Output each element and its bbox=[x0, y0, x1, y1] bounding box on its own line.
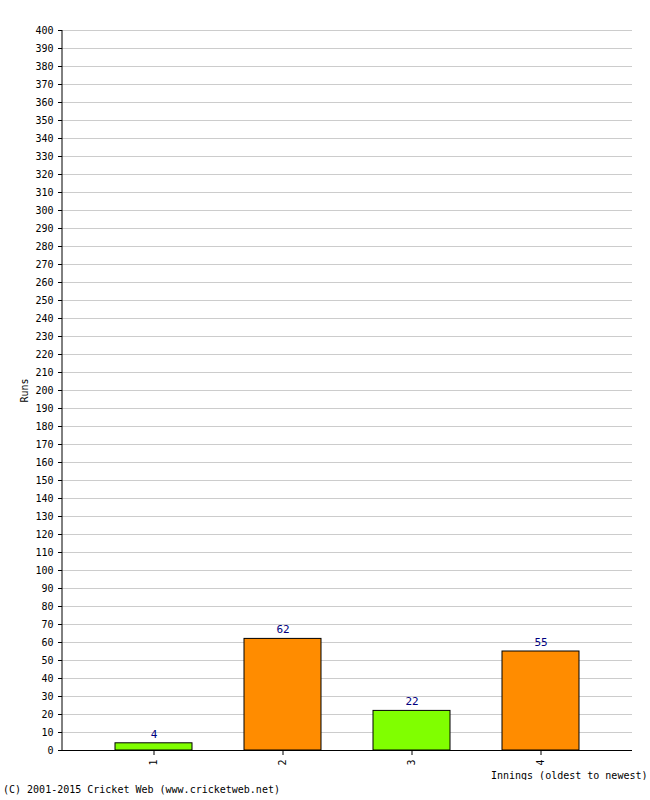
svg-text:310: 310 bbox=[35, 187, 53, 198]
svg-text:230: 230 bbox=[35, 331, 53, 342]
svg-text:90: 90 bbox=[41, 583, 53, 594]
svg-text:4: 4 bbox=[535, 760, 546, 766]
svg-text:220: 220 bbox=[35, 349, 53, 360]
svg-text:110: 110 bbox=[35, 547, 53, 558]
svg-text:60: 60 bbox=[41, 637, 53, 648]
svg-text:330: 330 bbox=[35, 151, 53, 162]
svg-text:100: 100 bbox=[35, 565, 53, 576]
svg-text:62: 62 bbox=[276, 623, 289, 636]
svg-text:10: 10 bbox=[41, 727, 53, 738]
svg-text:80: 80 bbox=[41, 601, 53, 612]
svg-text:4: 4 bbox=[151, 728, 158, 741]
svg-text:55: 55 bbox=[534, 636, 547, 649]
svg-text:180: 180 bbox=[35, 421, 53, 432]
svg-text:Runs: Runs bbox=[19, 378, 30, 402]
svg-text:260: 260 bbox=[35, 277, 53, 288]
svg-text:320: 320 bbox=[35, 169, 53, 180]
svg-text:380: 380 bbox=[35, 61, 53, 72]
svg-text:3: 3 bbox=[406, 760, 417, 766]
svg-text:390: 390 bbox=[35, 43, 53, 54]
svg-text:240: 240 bbox=[35, 313, 53, 324]
svg-text:Innings (oldest to newest): Innings (oldest to newest) bbox=[491, 770, 648, 781]
svg-text:130: 130 bbox=[35, 511, 53, 522]
svg-text:370: 370 bbox=[35, 79, 53, 90]
svg-text:140: 140 bbox=[35, 493, 53, 504]
svg-text:250: 250 bbox=[35, 295, 53, 306]
svg-text:400: 400 bbox=[35, 25, 53, 36]
svg-text:350: 350 bbox=[35, 115, 53, 126]
svg-text:40: 40 bbox=[41, 673, 53, 684]
html-text:(C) 2001-2015 Cricket Web (www: (C) 2001-2015 Cricket Web (www.cricketwe… bbox=[3, 784, 280, 795]
svg-text:1: 1 bbox=[148, 760, 159, 766]
svg-text:300: 300 bbox=[35, 205, 53, 216]
svg-text:270: 270 bbox=[35, 259, 53, 270]
svg-text:22: 22 bbox=[405, 695, 418, 708]
svg-text:210: 210 bbox=[35, 367, 53, 378]
svg-text:360: 360 bbox=[35, 97, 53, 108]
svg-text:20: 20 bbox=[41, 709, 53, 720]
svg-text:120: 120 bbox=[35, 529, 53, 540]
svg-text:160: 160 bbox=[35, 457, 53, 468]
svg-text:200: 200 bbox=[35, 385, 53, 396]
svg-text:70: 70 bbox=[41, 619, 53, 630]
svg-text:290: 290 bbox=[35, 223, 53, 234]
svg-text:150: 150 bbox=[35, 475, 53, 486]
svg-text:0: 0 bbox=[47, 745, 53, 756]
svg-text:190: 190 bbox=[35, 403, 53, 414]
svg-text:340: 340 bbox=[35, 133, 53, 144]
svg-text:2: 2 bbox=[277, 760, 288, 766]
svg-text:50: 50 bbox=[41, 655, 53, 666]
svg-text:170: 170 bbox=[35, 439, 53, 450]
svg-text:30: 30 bbox=[41, 691, 53, 702]
svg-text:280: 280 bbox=[35, 241, 53, 252]
